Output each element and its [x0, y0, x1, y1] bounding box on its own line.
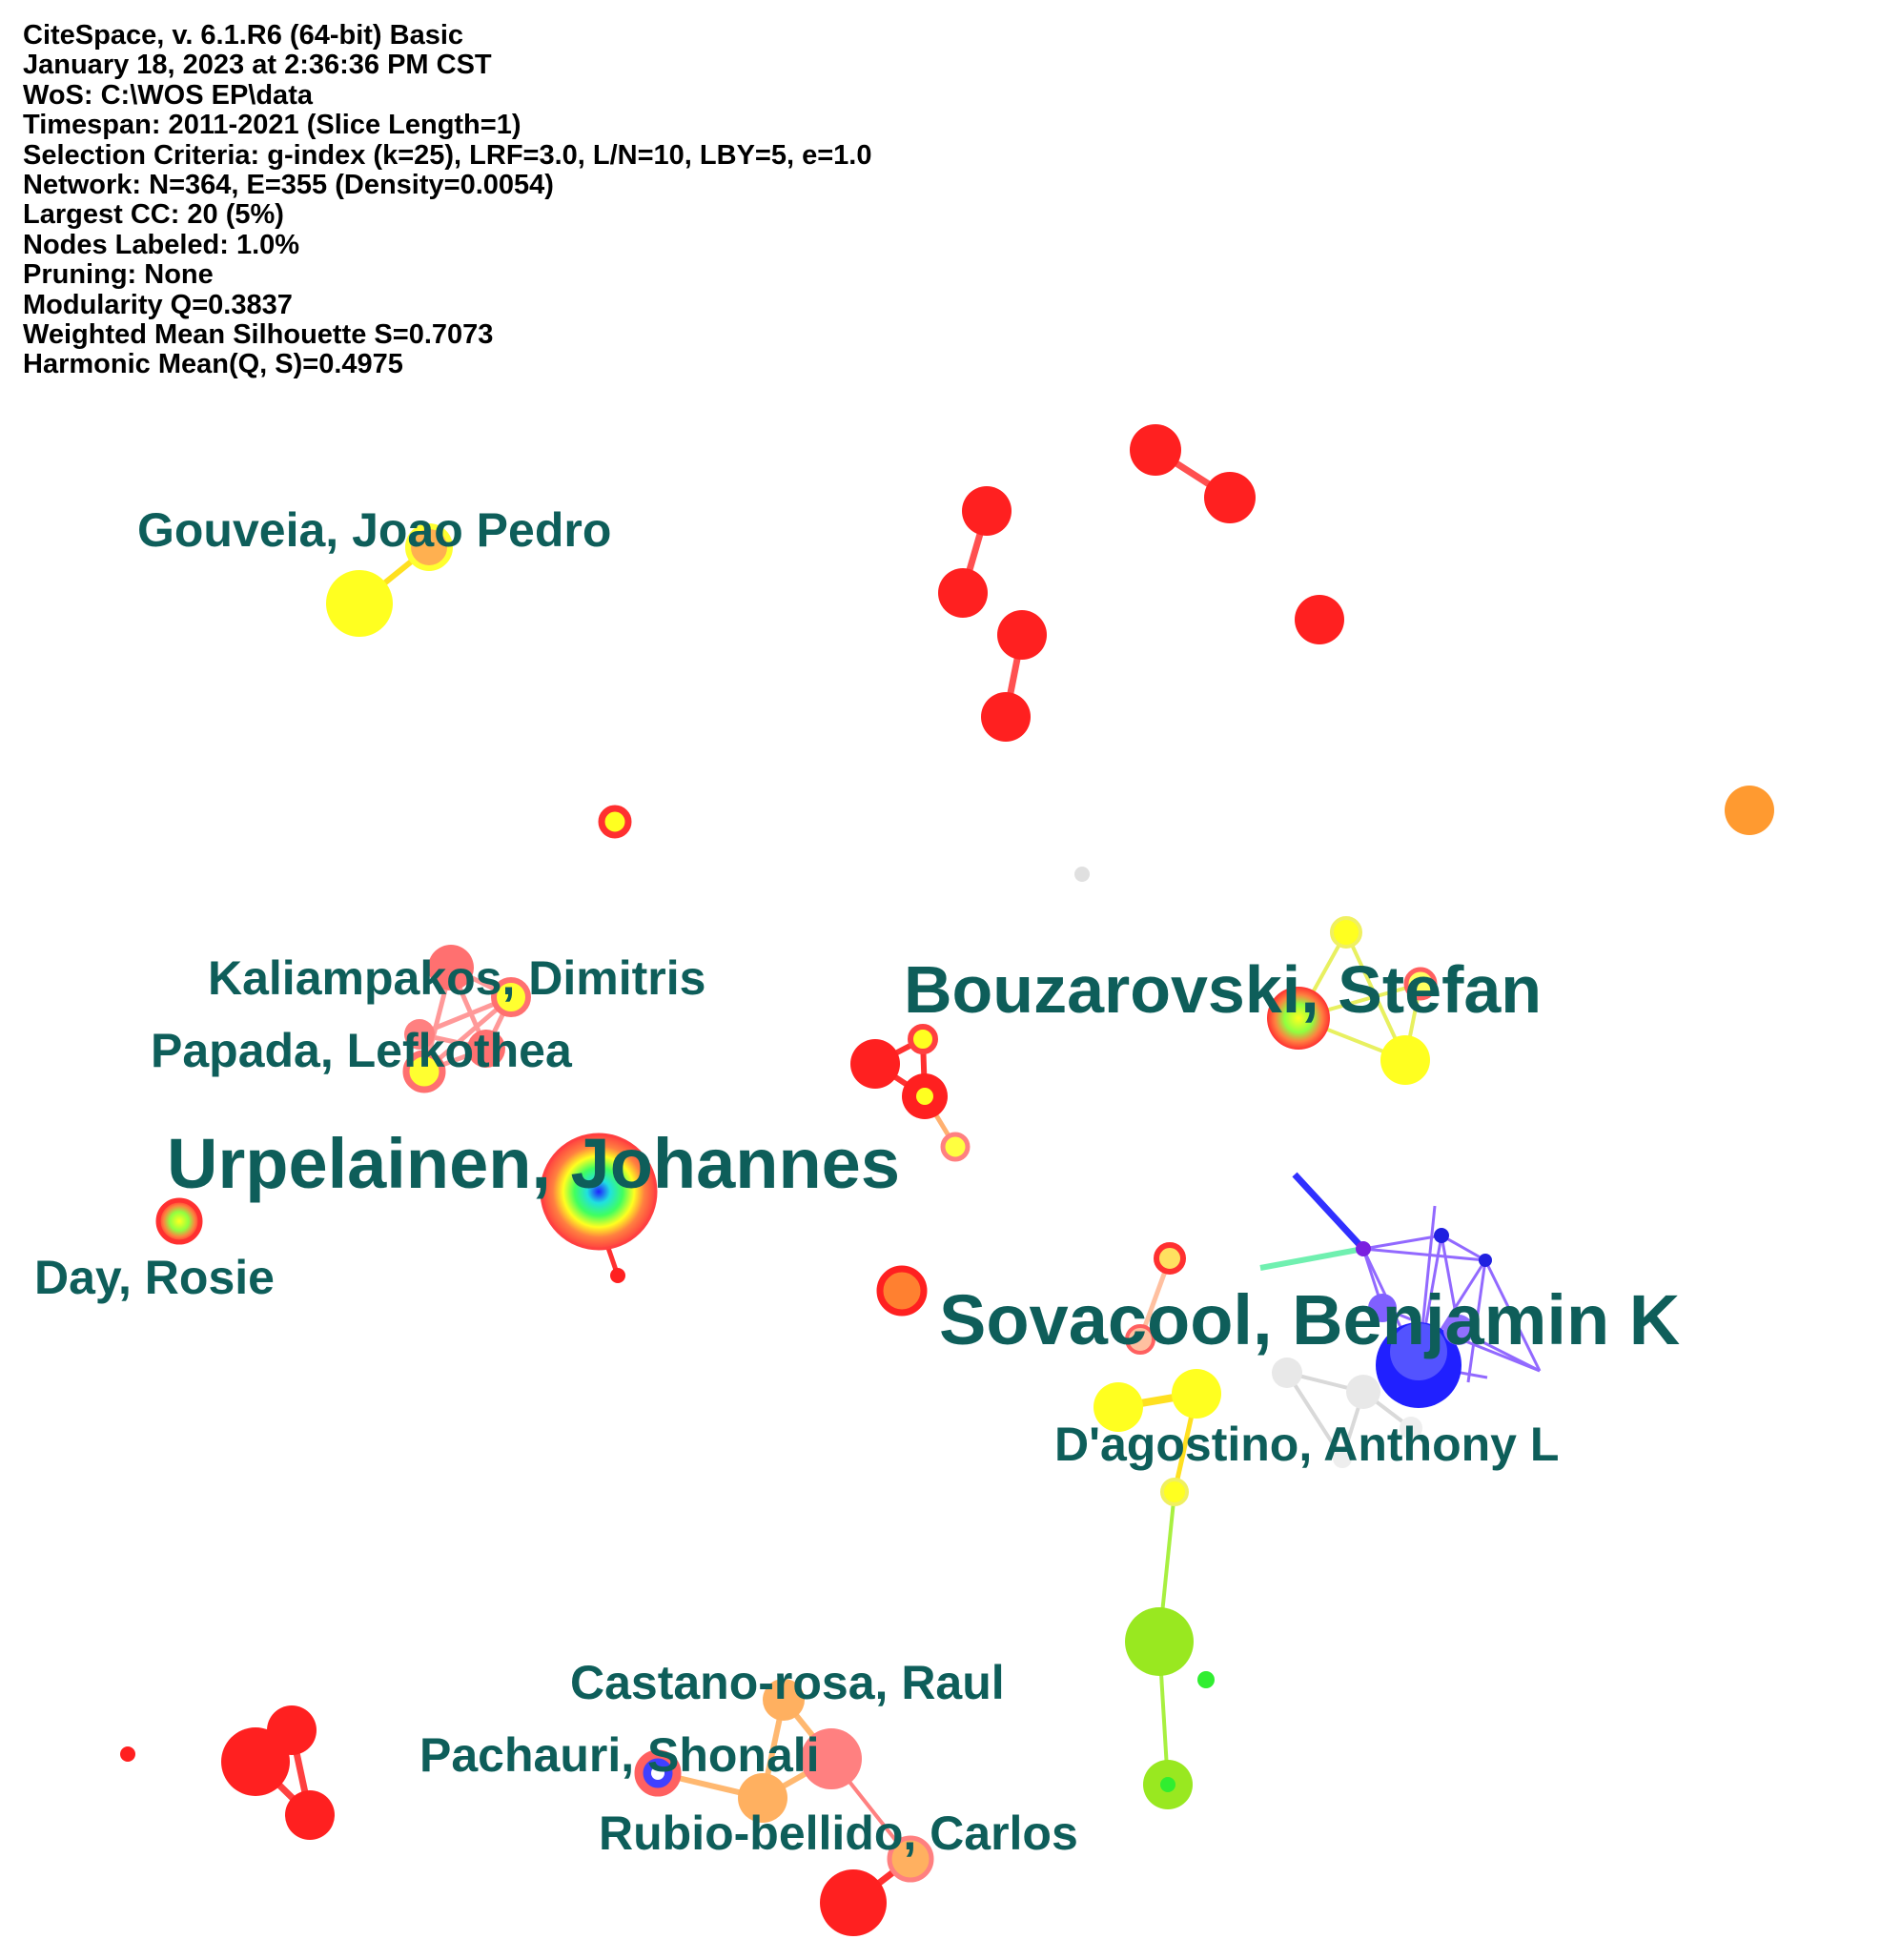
author-node[interactable]	[1346, 1375, 1380, 1409]
author-node[interactable]	[1390, 1323, 1447, 1380]
info-line-modularity: Modularity Q=0.3837	[23, 289, 293, 320]
edge	[1440, 1235, 1461, 1331]
author-node[interactable]	[1333, 1449, 1352, 1468]
author-node[interactable]	[267, 1705, 317, 1755]
author-node[interactable]	[155, 1197, 203, 1245]
author-node[interactable]	[1295, 595, 1344, 644]
author-node[interactable]	[801, 1728, 862, 1789]
author-node[interactable]	[404, 1019, 435, 1050]
author-node[interactable]	[1725, 786, 1774, 835]
author-node[interactable]	[887, 1835, 934, 1883]
author-node[interactable]	[1479, 1254, 1492, 1267]
author-node[interactable]	[908, 1024, 938, 1054]
edge	[1441, 1234, 1486, 1262]
labels: Gouveia, Joao Pedro Kaliampakos, Dimitri…	[34, 503, 1680, 1860]
author-node[interactable]	[1204, 472, 1256, 523]
info-line-silhouette: Weighted Mean Silhouette S=0.7073	[23, 319, 494, 351]
author-node[interactable]	[405, 523, 453, 571]
author-node[interactable]	[120, 1746, 135, 1762]
info-line-nodes-labeled: Nodes Labeled: 1.0%	[23, 229, 300, 260]
author-node[interactable]	[981, 692, 1031, 742]
author-node[interactable]	[940, 1132, 971, 1162]
edge	[1483, 1259, 1542, 1372]
author-node[interactable]	[1094, 1382, 1143, 1432]
author-node[interactable]	[285, 1790, 335, 1840]
author-node[interactable]	[1074, 867, 1090, 882]
author-node[interactable]	[1125, 1607, 1194, 1676]
author-node[interactable]	[158, 1200, 200, 1242]
author-node[interactable]	[916, 1088, 933, 1105]
label-sovacool: Sovacool, Benjamin K	[939, 1280, 1680, 1359]
author-node[interactable]	[598, 805, 632, 839]
info-line-network: Network: N=364, E=355 (Density=0.0054)	[23, 170, 554, 201]
author-node[interactable]	[1403, 967, 1438, 1001]
author-node[interactable]	[1160, 1777, 1175, 1792]
edge	[1259, 1246, 1364, 1271]
label-kaliampakos: Kaliampakos, Dimitris	[208, 951, 705, 1005]
label-gouveia: Gouveia, Joao Pedro	[137, 503, 611, 557]
edge	[1285, 1371, 1344, 1460]
author-node[interactable]	[1125, 1324, 1155, 1355]
info-line-largest-cc: Largest CC: 20 (5%)	[23, 199, 284, 231]
info-line-pruning: Pruning: None	[23, 259, 214, 291]
network-summary: CiteSpace, v. 6.1.R6 (64-bit) Basic Janu…	[23, 20, 872, 380]
author-node[interactable]	[1160, 1478, 1189, 1506]
author-node[interactable]	[1443, 1315, 1474, 1345]
label-day: Day, Rosie	[34, 1251, 275, 1304]
author-node[interactable]	[1330, 916, 1362, 949]
nodes	[120, 424, 1774, 1936]
author-node[interactable]	[1380, 1035, 1430, 1085]
edge	[1466, 1259, 1487, 1383]
author-node[interactable]	[1272, 1358, 1302, 1388]
author-node[interactable]	[491, 977, 531, 1017]
author-node[interactable]	[1154, 1242, 1186, 1275]
info-line-date: January 18, 2023 at 2:36:36 PM CST	[23, 50, 492, 81]
author-node[interactable]	[876, 1265, 928, 1317]
author-node[interactable]	[542, 1134, 656, 1249]
author-node[interactable]	[428, 945, 474, 990]
author-node[interactable]	[1172, 1369, 1221, 1419]
author-node[interactable]	[938, 568, 988, 618]
info-line-timespan: Timespan: 2011-2021 (Slice Length=1)	[23, 110, 521, 141]
author-node[interactable]	[610, 1268, 625, 1283]
author-node[interactable]	[997, 610, 1047, 660]
info-line-source: WoS: C:\WOS EP\data	[23, 79, 313, 111]
author-node[interactable]	[820, 1869, 887, 1936]
info-line-selection: Selection Criteria: g-index (k=25), LRF=…	[23, 139, 872, 171]
author-node[interactable]	[1356, 1241, 1371, 1256]
label-papada: Papada, Lefkothea	[151, 1024, 573, 1077]
label-bouzarovski: Bouzarovski, Stefan	[904, 952, 1542, 1027]
author-node[interactable]	[1400, 1417, 1422, 1439]
info-line-harmonic: Harmonic Mean(Q, S)=0.4975	[23, 349, 403, 380]
edge	[1362, 1234, 1442, 1251]
author-node[interactable]	[1267, 987, 1330, 1050]
author-node[interactable]	[738, 1773, 787, 1823]
author-node[interactable]	[1434, 1228, 1449, 1243]
author-node[interactable]	[1197, 1671, 1215, 1688]
author-node[interactable]	[850, 1039, 900, 1089]
author-node[interactable]	[402, 1050, 446, 1093]
label-pachauri: Pachauri, Shonali	[419, 1728, 820, 1782]
edge	[1292, 1172, 1366, 1252]
label-urpelainen: Urpelainen, Johannes	[167, 1124, 900, 1203]
author-node[interactable]	[1368, 1294, 1397, 1322]
author-node[interactable]	[1130, 424, 1181, 476]
label-castano: Castano-rosa, Raul	[570, 1656, 1005, 1709]
author-node[interactable]	[962, 486, 1012, 536]
edge	[1362, 1247, 1486, 1262]
author-node[interactable]	[763, 1679, 805, 1721]
info-line-version: CiteSpace, v. 6.1.R6 (64-bit) Basic	[23, 20, 464, 51]
author-node[interactable]	[540, 1133, 658, 1251]
label-dagostino: D'agostino, Anthony L	[1054, 1418, 1559, 1471]
author-node[interactable]	[467, 1030, 505, 1068]
author-node[interactable]	[651, 1766, 664, 1780]
label-rubio: Rubio-bellido, Carlos	[599, 1807, 1078, 1860]
author-node[interactable]	[326, 570, 393, 637]
